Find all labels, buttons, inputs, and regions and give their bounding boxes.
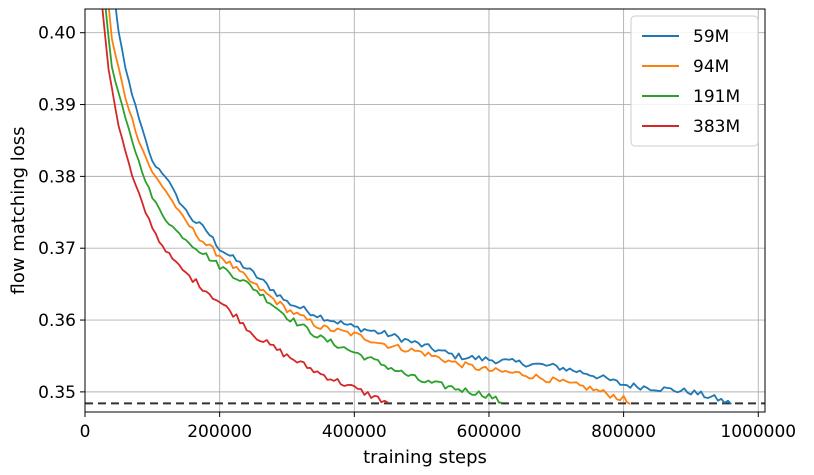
x-tick-label-3: 600000 <box>457 422 522 442</box>
y-axis-ticks: 0.35 0.36 0.37 0.38 0.39 0.40 <box>38 24 85 403</box>
legend-label-59M: 59M <box>693 27 729 47</box>
y-tick-label-4: 0.39 <box>38 96 76 116</box>
x-tick-label-5: 1000000 <box>720 422 796 442</box>
series-line-94M <box>108 9 631 405</box>
y-tick-label-3: 0.38 <box>38 167 76 187</box>
x-tick-label-2: 400000 <box>322 422 387 442</box>
plot-frame <box>84 8 766 413</box>
y-tick-label-5: 0.40 <box>38 24 76 44</box>
y-tick-label-2: 0.37 <box>38 239 76 259</box>
series-line-383M <box>101 9 389 404</box>
x-tick-label-4: 800000 <box>591 422 656 442</box>
y-axis-label: flow matching loss <box>8 126 29 294</box>
legend: 59M 94M 191M 383M <box>630 15 759 147</box>
plot-series <box>101 9 732 405</box>
x-axis-label: training steps <box>363 447 487 468</box>
y-tick-label-1: 0.36 <box>38 311 76 331</box>
y-tick-label-0: 0.35 <box>38 383 76 403</box>
series-line-191M <box>104 9 503 404</box>
x-tick-label-0: 0 <box>80 422 91 442</box>
series-line-59M <box>115 9 732 405</box>
legend-label-94M: 94M <box>693 57 729 77</box>
legend-box <box>630 15 759 147</box>
x-tick-label-1: 200000 <box>187 422 252 442</box>
x-axis-ticks: 0 200000 400000 600000 800000 1000000 <box>80 412 796 442</box>
legend-label-383M: 383M <box>693 117 740 137</box>
legend-label-191M: 191M <box>693 87 740 107</box>
